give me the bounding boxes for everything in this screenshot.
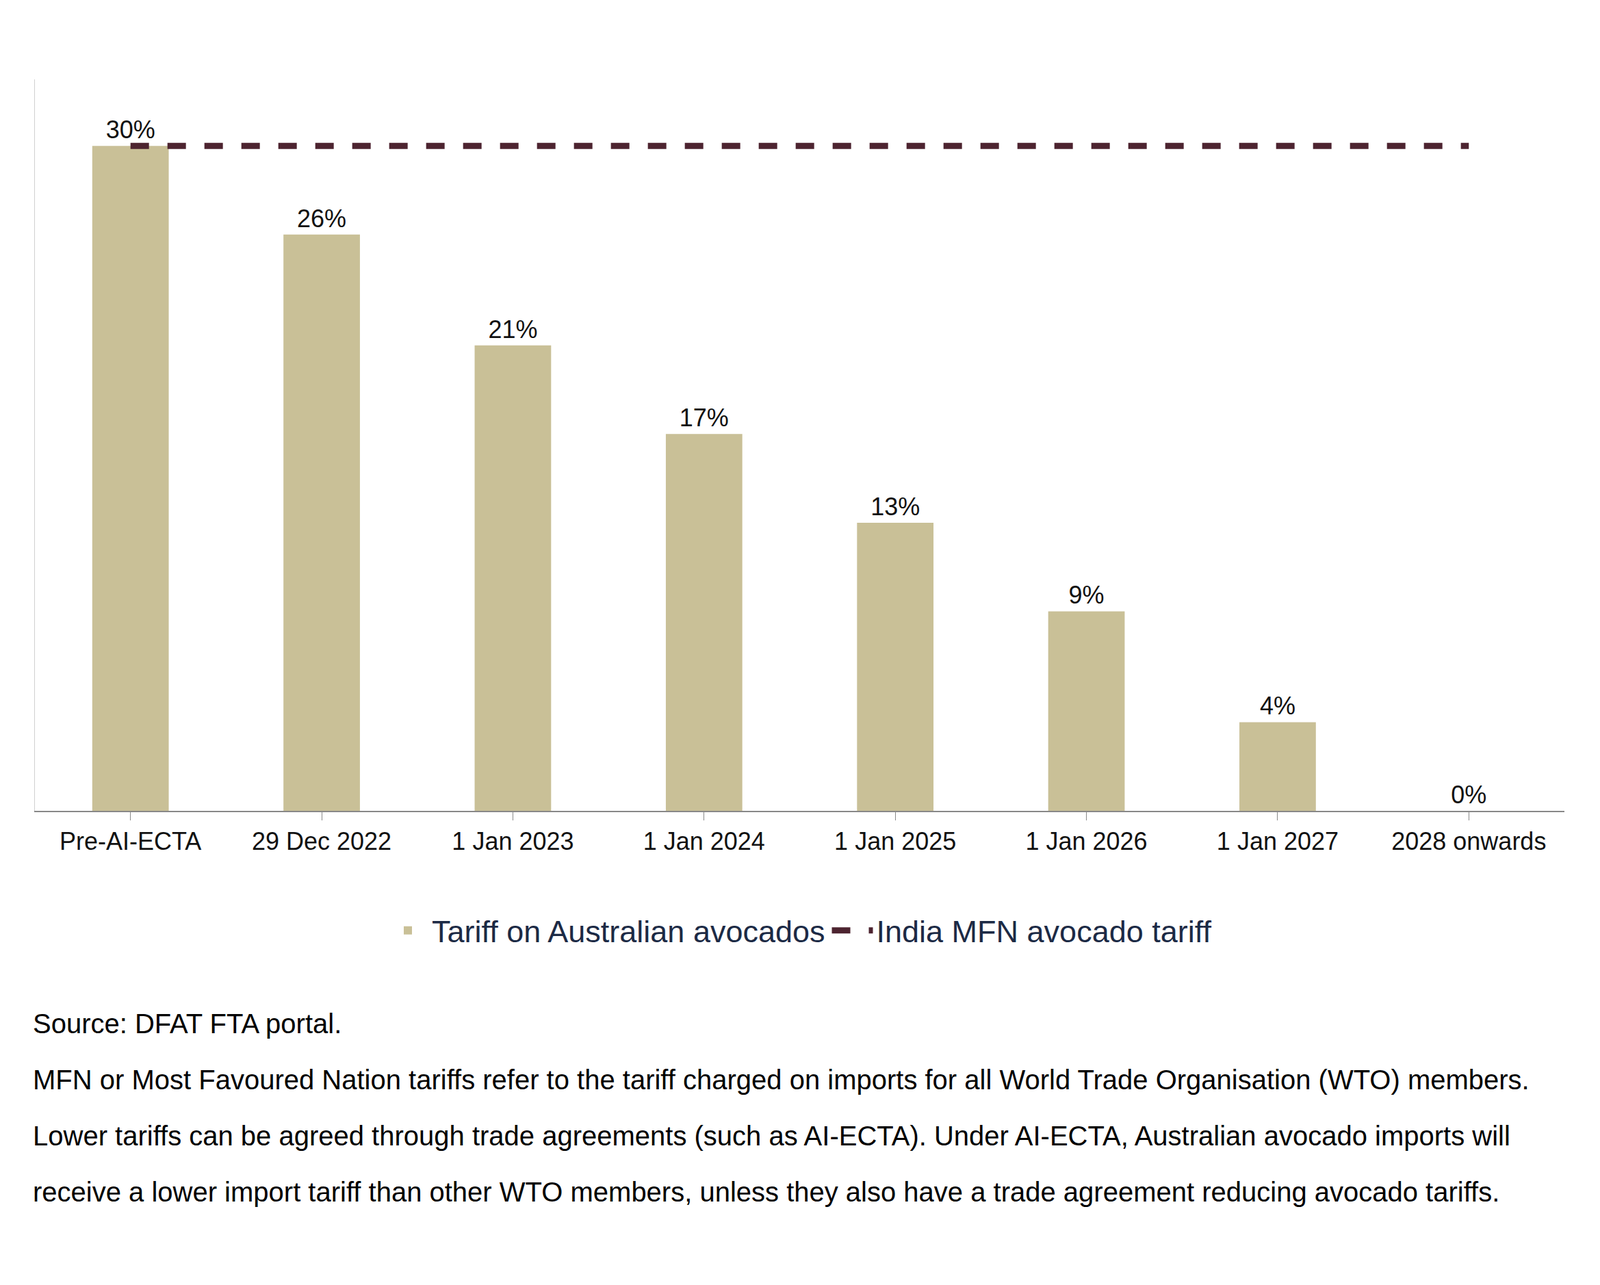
svg-text:17%: 17%: [679, 403, 729, 432]
svg-text:13%: 13%: [870, 492, 920, 521]
svg-text:1 Jan 2023: 1 Jan 2023: [451, 827, 574, 856]
svg-text:26%: 26%: [297, 204, 347, 233]
svg-text:29 Dec 2022: 29 Dec 2022: [251, 827, 392, 856]
svg-text:4%: 4%: [1259, 691, 1296, 720]
html-text:MFN or Most Favoured Nation ta: MFN or Most Favoured Nation tariffs refe…: [32, 1064, 1530, 1208]
svg-text:1 Jan 2024: 1 Jan 2024: [643, 827, 766, 856]
svg-text:0%: 0%: [1450, 780, 1487, 809]
svg-text:9%: 9%: [1068, 581, 1105, 610]
svg-text:1 Jan 2025: 1 Jan 2025: [834, 827, 957, 856]
svg-text:1 Jan 2026: 1 Jan 2026: [1025, 827, 1147, 856]
svg-text:Tariff on Australian avocados: Tariff on Australian avocados: [431, 914, 826, 950]
html-text:Source: DFAT FTA portal.: Source: DFAT FTA portal.: [32, 1008, 342, 1039]
svg-text:21%: 21%: [487, 315, 538, 344]
svg-text:India MFN avocado tariff: India MFN avocado tariff: [876, 914, 1212, 950]
svg-text:1 Jan 2027: 1 Jan 2027: [1216, 827, 1339, 856]
svg-text:30%: 30%: [106, 115, 156, 144]
svg-text:Pre-AI-ECTA: Pre-AI-ECTA: [59, 827, 202, 856]
svg-text:2028 onwards: 2028 onwards: [1391, 827, 1546, 856]
